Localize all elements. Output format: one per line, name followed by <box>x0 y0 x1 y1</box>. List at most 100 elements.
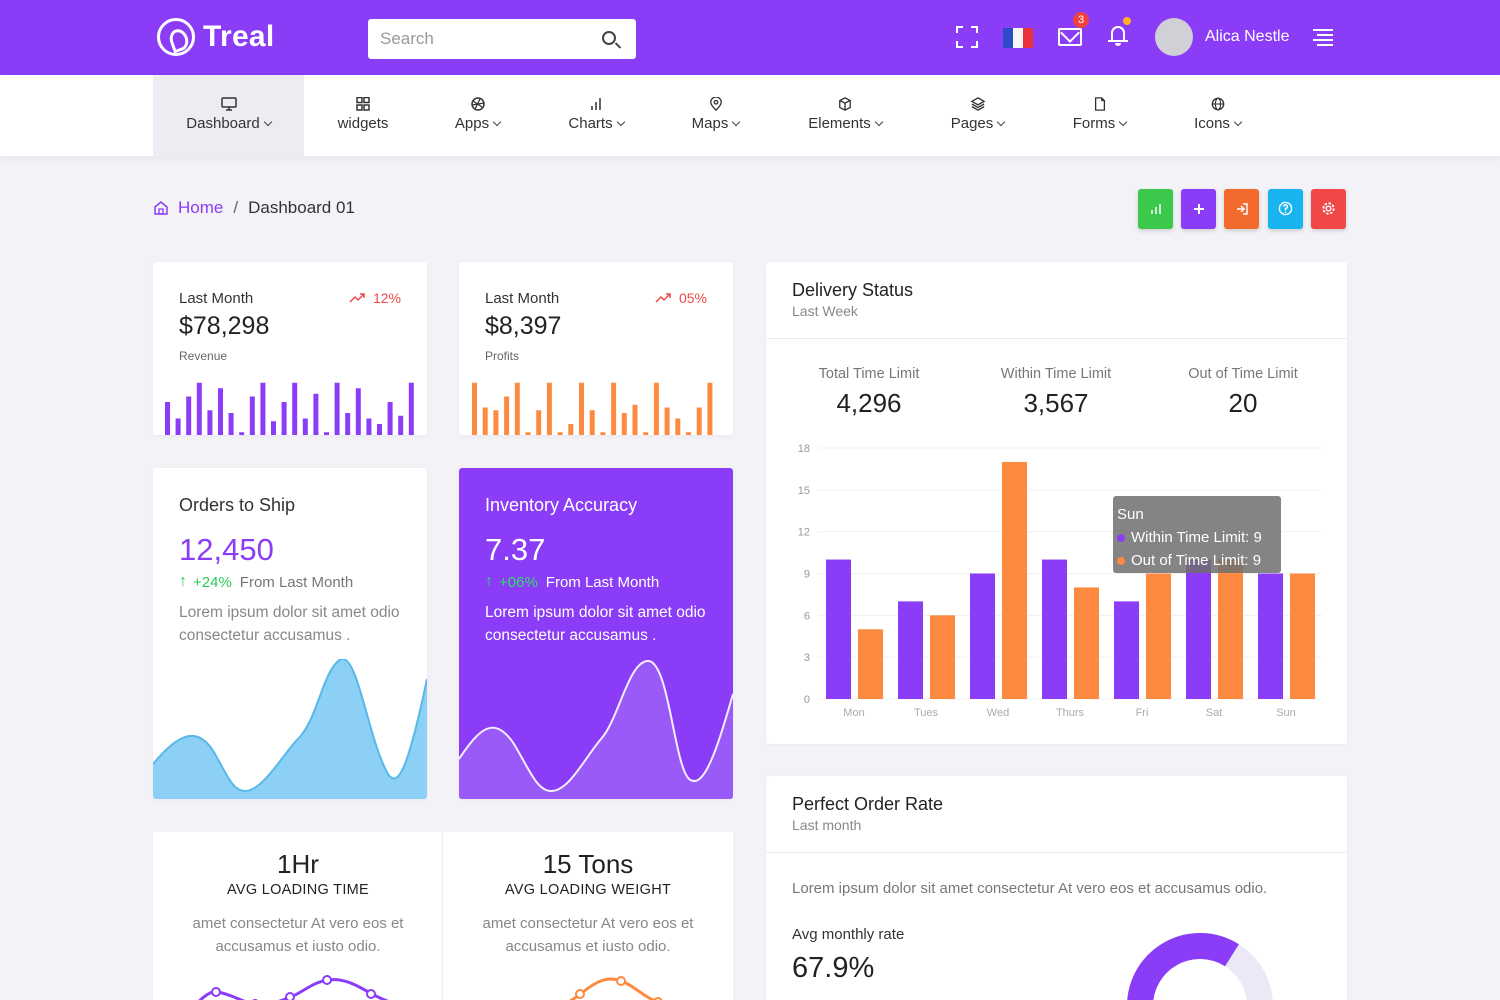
nav-item-widgets[interactable]: widgets <box>310 75 416 156</box>
nav-label: Pages <box>950 115 994 132</box>
menu-icon[interactable] <box>1313 29 1333 46</box>
nav-item-pages[interactable]: Pages <box>930 75 1025 156</box>
breadcrumb-home-link[interactable]: Home <box>178 198 224 217</box>
avg-loading-time: 1Hr AVG LOADING TIME amet consectetur At… <box>153 832 443 1000</box>
quick-help-button[interactable] <box>1268 189 1303 229</box>
bell-icon[interactable] <box>1108 25 1128 46</box>
mail-icon[interactable] <box>1058 28 1082 46</box>
nav-item-maps[interactable]: Maps <box>668 75 763 156</box>
growth-text: From Last Month <box>239 573 354 591</box>
mini-bar <box>239 432 245 435</box>
settings-icon <box>1322 202 1335 215</box>
avg-loading-weight: 15 Tons AVG LOADING WEIGHT amet consecte… <box>443 832 733 1000</box>
delivery-bar-chart: 0 3 6 9 12 15 18 Mon Tues Wed Thurs Fri Sat Sun <box>798 443 1322 719</box>
orders-card: Orders to Ship 12,450 ↑ +24% From Last M… <box>153 468 427 799</box>
metric-value: 20 <box>1228 388 1258 418</box>
delivery-status-card: Delivery Status Last Week Total Time Lim… <box>766 262 1347 744</box>
x-tick-label: Sun <box>1276 707 1296 719</box>
fullscreen-icon[interactable] <box>955 25 979 49</box>
trend-value: 12% <box>372 290 401 306</box>
chevron-down-icon <box>263 117 272 127</box>
flag-france-icon[interactable] <box>1003 28 1033 48</box>
bar[interactable] <box>1114 601 1139 699</box>
mini-bar <box>643 432 649 435</box>
bar[interactable] <box>1218 559 1243 699</box>
nav-item-icons[interactable]: Icons <box>1175 75 1260 156</box>
x-tick-label: Tues <box>914 707 939 719</box>
mini-bar <box>281 402 287 435</box>
bar[interactable] <box>1074 587 1099 699</box>
gauge-fill <box>1127 933 1239 1000</box>
bar[interactable] <box>1290 573 1315 700</box>
app-logo[interactable]: Treal <box>157 18 275 56</box>
nav-item-forms[interactable]: Forms <box>1052 75 1147 156</box>
mini-bar <box>313 393 319 435</box>
quick-login-button[interactable] <box>1224 189 1259 229</box>
stat-value: 1Hr <box>277 849 319 879</box>
stat-value: $78,298 <box>179 312 270 340</box>
mini-bar <box>579 382 584 435</box>
chevron-down-icon <box>1233 117 1243 127</box>
chevron-down-icon <box>874 117 884 127</box>
loading-stats-card: 1Hr AVG LOADING TIME amet consectetur At… <box>153 832 733 1000</box>
chevron-down-icon <box>1119 117 1128 127</box>
mini-bar <box>525 432 531 435</box>
stat-description: amet consectetur At vero eos et accusamu… <box>192 915 404 955</box>
main-nav: Dashboard widgets Apps Charts Maps Eleme… <box>0 75 1500 156</box>
growth-indicator: ↑ +24% From Last Month <box>179 573 353 591</box>
divider <box>766 852 1347 853</box>
card-subtitle: Last Week <box>792 303 858 319</box>
logo-icon <box>157 18 195 56</box>
metric-label: Out of Time Limit <box>1188 366 1298 382</box>
nav-label: Dashboard <box>186 115 260 132</box>
mini-bar <box>557 432 563 435</box>
mini-bar <box>675 418 681 435</box>
quick-settings-button[interactable] <box>1311 189 1346 229</box>
trending-up-icon <box>655 293 671 303</box>
rate-label: Avg monthly rate <box>792 926 905 943</box>
bar[interactable] <box>898 601 923 699</box>
bar[interactable] <box>1258 573 1283 700</box>
card-title: Inventory Accuracy <box>485 495 638 515</box>
monitor-icon <box>220 97 237 111</box>
chevron-down-icon <box>492 117 502 127</box>
bar[interactable] <box>1146 573 1171 700</box>
search-icon[interactable] <box>602 31 616 45</box>
legend-dot-orange <box>1117 557 1125 565</box>
bar[interactable] <box>826 559 851 699</box>
metric-label: Within Time Limit <box>1000 366 1112 382</box>
user-name[interactable]: Alica Nestle <box>1205 28 1290 45</box>
search-input[interactable] <box>368 20 588 58</box>
map-pin-icon <box>708 97 724 111</box>
bar[interactable] <box>970 573 995 700</box>
help-circle-icon <box>1278 201 1293 216</box>
bar[interactable] <box>1042 559 1067 699</box>
bar[interactable] <box>1002 461 1027 699</box>
mini-bar <box>696 407 702 435</box>
nav-item-charts[interactable]: Charts <box>546 75 646 156</box>
avatar[interactable] <box>1155 18 1193 56</box>
perfect-order-card: Perfect Order Rate Last month Lorem ipsu… <box>766 776 1347 1000</box>
bar[interactable] <box>930 615 955 699</box>
metric-out: Out of Time Limit 20 <box>1153 366 1333 419</box>
mini-bar <box>196 382 202 435</box>
nav-item-dashboard[interactable]: Dashboard <box>153 75 304 156</box>
mini-bar <box>686 432 691 435</box>
stat-value: 15 Tons <box>542 849 634 879</box>
grid-icon <box>355 97 371 111</box>
box-icon <box>837 97 853 111</box>
nav-label: Icons <box>1194 115 1230 132</box>
bar[interactable] <box>1186 559 1211 699</box>
mail-count-badge: 3 <box>1073 12 1089 28</box>
metric-within: Within Time Limit 3,567 <box>966 366 1146 419</box>
nav-item-apps[interactable]: Apps <box>430 75 525 156</box>
top-header: Treal 3 Alica Nestle <box>0 0 1500 75</box>
nav-item-elements[interactable]: Elements <box>790 75 900 156</box>
x-tick-label: Mon <box>843 707 864 719</box>
trend-badge: 12% <box>349 290 401 306</box>
quick-add-button[interactable] <box>1181 189 1216 229</box>
mini-bar <box>408 382 414 435</box>
bar[interactable] <box>858 629 883 699</box>
quick-stats-button[interactable] <box>1138 189 1173 229</box>
metric-value: 4,296 <box>836 388 902 418</box>
